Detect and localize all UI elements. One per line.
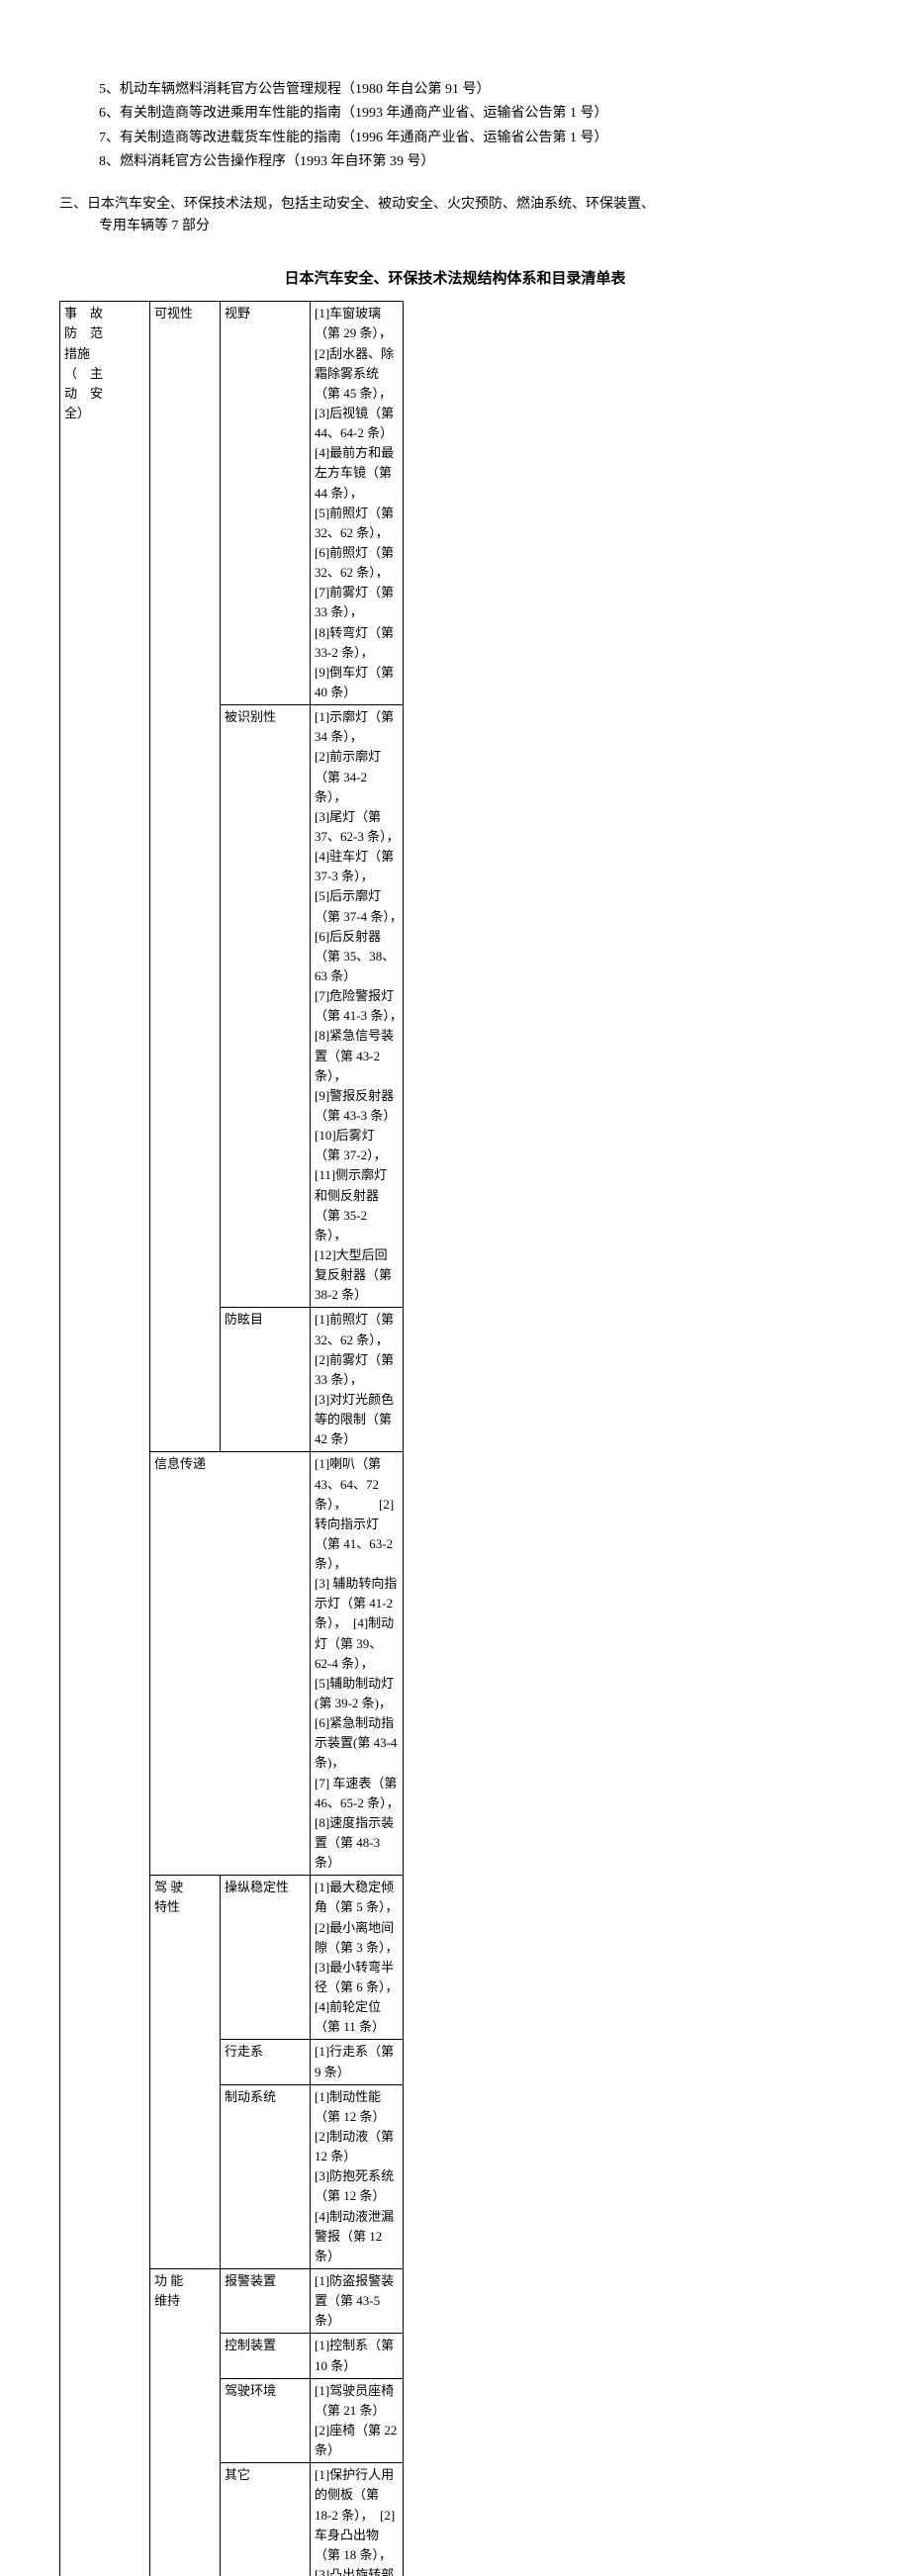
list-item: 5、机动车辆燃料消耗官方公告管理规程（1980 年自公第 91 号） <box>99 79 851 101</box>
cell-detail: [1]防盗报警装置（第 43-5 条） <box>311 2268 404 2333</box>
cell-category-c: 行走系 <box>221 2040 311 2084</box>
heading-line-2: 专用车辆等 7 部分 <box>99 216 851 237</box>
cell-category-c: 报警装置 <box>221 2268 311 2333</box>
list-item: 6、有关制造商等改进乘用车性能的指南（1993 年通商产业省、运输省公告第 1 … <box>99 103 851 125</box>
table-row: 功 能维持报警装置[1]防盗报警装置（第 43-5 条） <box>60 2268 851 2333</box>
cell-detail: [1]行走系（第 9 条） <box>311 2040 404 2084</box>
cell-detail: [1]喇叭（第 43、64、72 条）， [2]转向指示灯（第 41、63-2 … <box>311 1452 404 1876</box>
table-row: 信息传递[1]喇叭（第 43、64、72 条）， [2]转向指示灯（第 41、6… <box>60 1452 851 1876</box>
list-item: 7、有关制造商等改进载货车性能的指南（1996 年通商产业省、运输省公告第 1 … <box>99 128 851 149</box>
cell-category-a: 事 故防 范措施（ 主动 安全） <box>60 302 150 2576</box>
cell-detail: [1]示廓灯（第 34 条）， [2]前示廓灯（第 34-2 条），[3]尾灯（… <box>311 705 404 1308</box>
cell-detail: [1]控制系（第 10 条） <box>311 2334 404 2378</box>
cell-category-c: 被识别性 <box>221 705 311 1308</box>
cell-category-c: 防眩目 <box>221 1308 311 1452</box>
cell-category-c: 视野 <box>221 302 311 705</box>
cell-category-c: 操纵稳定性 <box>221 1876 311 2040</box>
cell-category-c: 制动系统 <box>221 2084 311 2268</box>
cell-detail: [1]驾驶员座椅（第 21 条） [2]座椅（第 22 条） <box>311 2378 404 2463</box>
cell-detail: [1]保护行人用的侧板（第 18-2 条）， [2]车身凸出物（第 18 条），… <box>311 2463 404 2576</box>
table-row: 事 故防 范措施（ 主动 安全）可视性视野[1]车窗玻璃（第 29 条）， [2… <box>60 302 851 705</box>
cell-category-b: 功 能维持 <box>150 2268 221 2576</box>
cell-category-bc: 信息传递 <box>150 1452 311 1876</box>
cell-category-c: 控制装置 <box>221 2334 311 2378</box>
list-item: 8、燃料消耗官方公告操作程序（1993 年自环第 39 号） <box>99 151 851 173</box>
numbered-list: 5、机动车辆燃料消耗官方公告管理规程（1980 年自公第 91 号） 6、有关制… <box>99 79 851 174</box>
cell-category-b: 可视性 <box>150 302 221 1452</box>
cell-category-b: 驾 驶特性 <box>150 1876 221 2269</box>
cell-category-c: 其它 <box>221 2463 311 2576</box>
section-heading: 三、日本汽车安全、环保技术法规，包括主动安全、被动安全、火灾预防、燃油系统、环保… <box>59 194 851 238</box>
heading-line-1: 三、日本汽车安全、环保技术法规，包括主动安全、被动安全、火灾预防、燃油系统、环保… <box>59 194 851 216</box>
table-title: 日本汽车安全、环保技术法规结构体系和目录清单表 <box>59 267 851 291</box>
cell-detail: [1]最大稳定倾角（第 5 条）， [2]最小离地间隙（第 3 条），[3]最小… <box>311 1876 404 2040</box>
regulation-table: 事 故防 范措施（ 主动 安全）可视性视野[1]车窗玻璃（第 29 条）， [2… <box>59 301 851 2576</box>
cell-detail: [1]制动性能（第 12 条） [2]制动液（第 12 条）[3]防抱死系统（第… <box>311 2084 404 2268</box>
cell-category-c: 驾驶环境 <box>221 2378 311 2463</box>
cell-detail: [1]前照灯（第 32、62 条）， [2]前雾灯（第 33 条），[3]对灯光… <box>311 1308 404 1452</box>
table-row: 驾 驶特性操纵稳定性[1]最大稳定倾角（第 5 条）， [2]最小离地间隙（第 … <box>60 1876 851 2040</box>
cell-detail: [1]车窗玻璃（第 29 条）， [2]刮水器、除霜除雾系统（第 45 条），[… <box>311 302 404 705</box>
